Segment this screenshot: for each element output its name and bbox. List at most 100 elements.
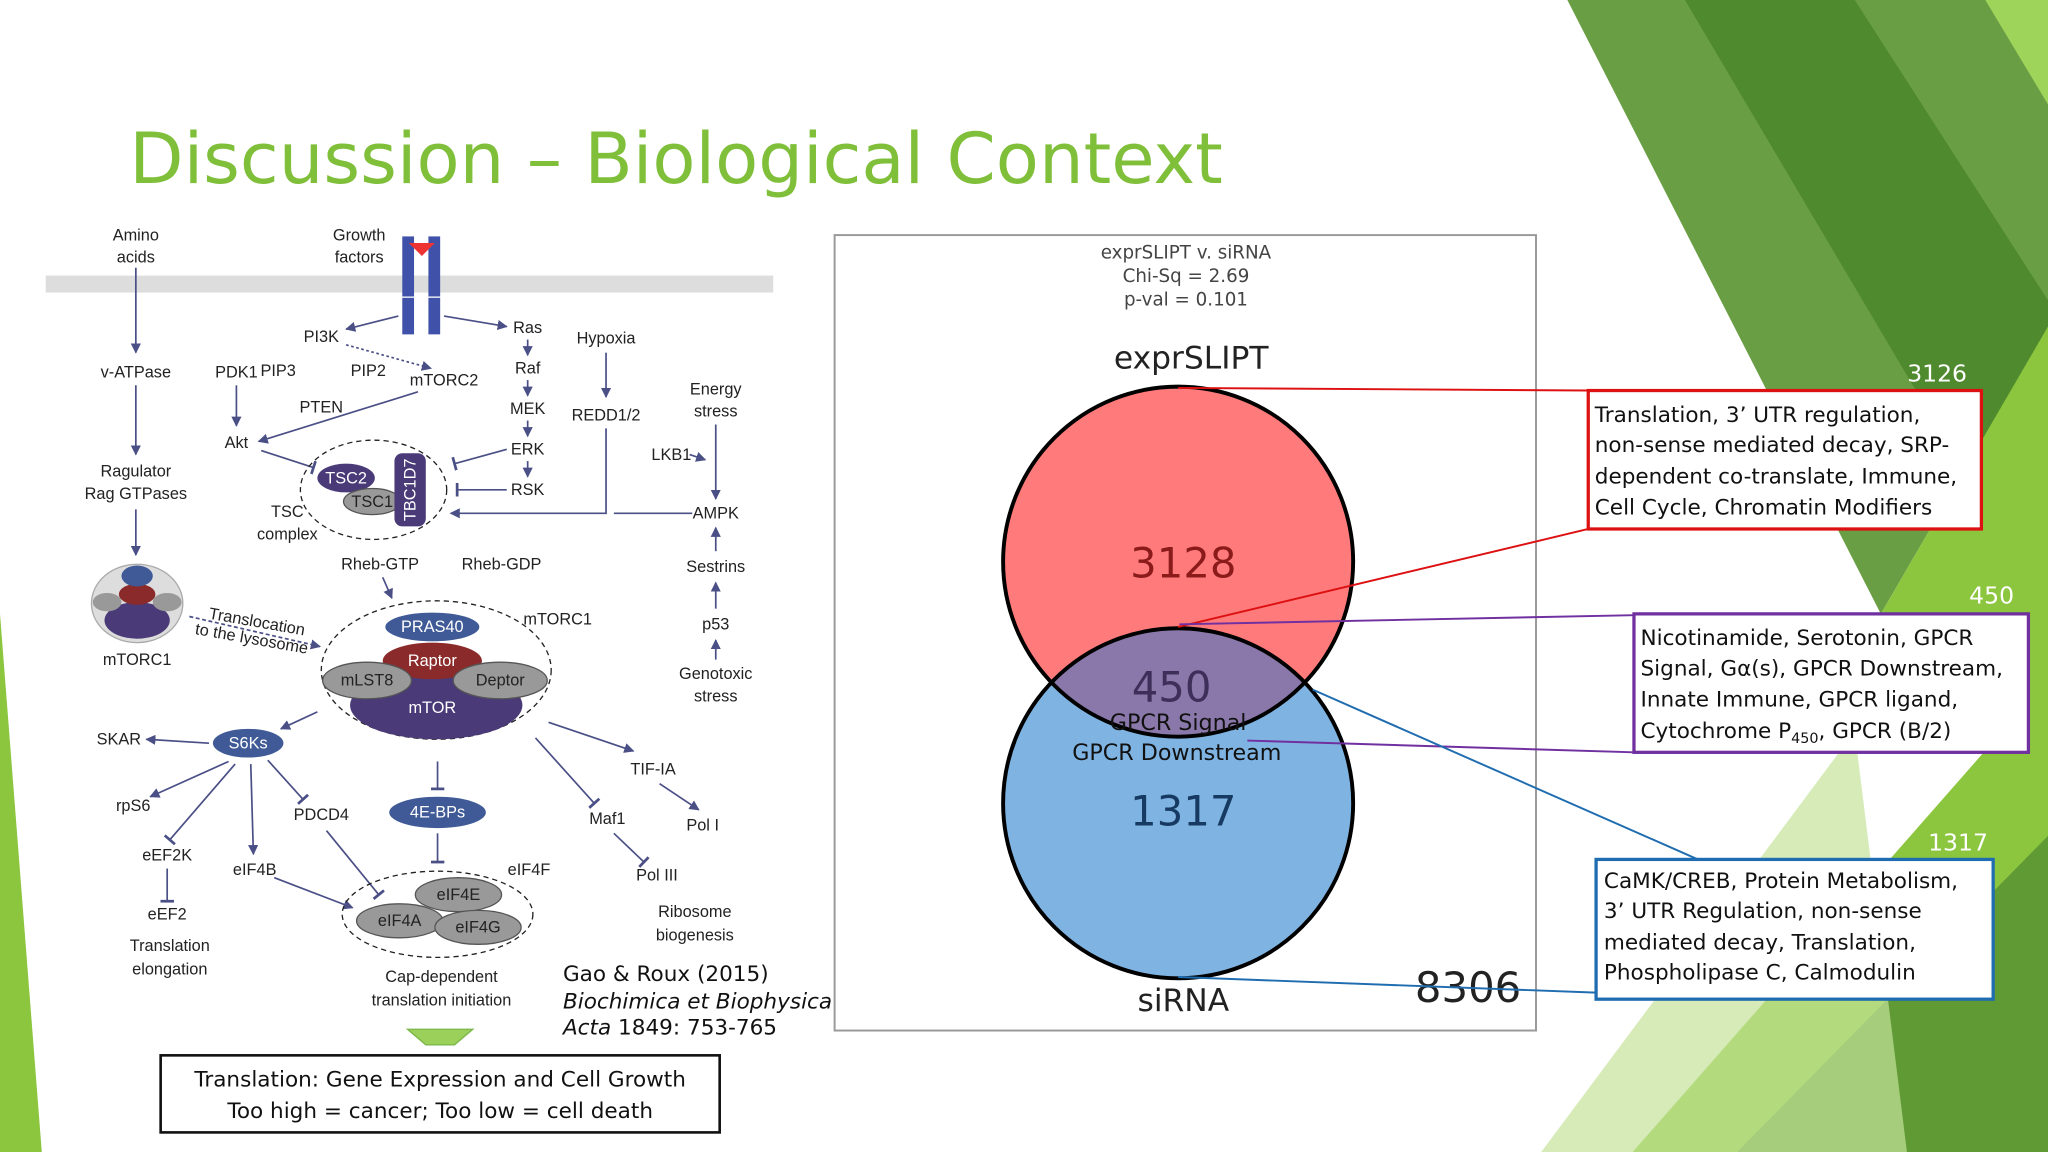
label: eIF4B bbox=[233, 861, 277, 879]
callout-line: CaMK/CREB, Protein Metabolism, bbox=[1604, 869, 1958, 894]
callout-subscript: 450 bbox=[1791, 731, 1818, 747]
connectors bbox=[1177, 386, 1699, 994]
label: PRAS40 bbox=[401, 618, 464, 636]
label: PIP3 bbox=[261, 362, 296, 380]
venn-stat: p-val = 0.101 bbox=[1124, 290, 1248, 311]
set-a-circle bbox=[1003, 386, 1354, 737]
summary-line: Too high = cancer; Too low = cell death bbox=[226, 1099, 653, 1124]
label: PIP2 bbox=[351, 362, 386, 380]
label: Ribosome bbox=[658, 903, 731, 921]
citation: Gao & Roux (2015) Biochimica et Biophysi… bbox=[561, 962, 832, 1041]
label: elongation bbox=[132, 960, 207, 978]
label: LKB1 bbox=[651, 446, 691, 464]
label: mTORC1 bbox=[523, 610, 592, 628]
label: mTORC2 bbox=[410, 371, 479, 389]
callout-number: 3126 bbox=[1907, 359, 1967, 387]
pathway-diagram: Amino acids Growth factors PI3K PIP3 PIP… bbox=[45, 226, 774, 1046]
label: 4E-BPs bbox=[410, 804, 465, 822]
count: 450 bbox=[1132, 662, 1212, 711]
label: eEF2K bbox=[142, 847, 192, 865]
label: eIF4G bbox=[455, 919, 500, 937]
label: eIF4E bbox=[437, 886, 481, 904]
count: 3128 bbox=[1130, 538, 1236, 587]
label: Rheb-GDP bbox=[462, 555, 542, 573]
label: factors bbox=[335, 249, 384, 267]
label: Maf1 bbox=[589, 810, 625, 828]
label: PTEN bbox=[300, 399, 344, 417]
label: Ras bbox=[513, 319, 542, 337]
callout-box bbox=[1586, 388, 1984, 531]
label: eIF4A bbox=[378, 912, 422, 930]
label: Pol III bbox=[636, 866, 678, 884]
label: Akt bbox=[225, 434, 249, 452]
label: SKAR bbox=[97, 730, 142, 748]
citation-journal: Acta bbox=[561, 1015, 611, 1040]
label: Raptor bbox=[408, 652, 458, 670]
label: Rheb-GTP bbox=[341, 555, 419, 573]
citation-journal: Biochimica et Biophysica bbox=[563, 989, 832, 1014]
callout-line: mediated decay, Translation, bbox=[1604, 931, 1916, 956]
callout-box bbox=[1632, 612, 2031, 754]
label: complex bbox=[257, 525, 318, 543]
label: RSK bbox=[511, 481, 545, 499]
citation-authors: Gao & Roux (2015) bbox=[563, 962, 769, 987]
label: TBC1D7 bbox=[401, 459, 419, 522]
label: REDD1/2 bbox=[572, 407, 641, 425]
label: Cap-dependent bbox=[385, 968, 498, 986]
callout-text: Cytochrome P bbox=[1640, 719, 1791, 744]
callout-line: 3’ UTR Regulation, non-sense bbox=[1604, 899, 1922, 924]
label: Genotoxic bbox=[679, 665, 752, 683]
label: Energy bbox=[690, 380, 743, 398]
callout-text: , GPCR (B/2) bbox=[1819, 719, 1952, 744]
set-label: exprSLIPT bbox=[1114, 340, 1270, 376]
label: mLST8 bbox=[341, 672, 394, 690]
callout-number: 450 bbox=[1969, 581, 2014, 609]
callouts: 3126 Translation, 3’ UTR regulation, non… bbox=[1586, 359, 2031, 1001]
label: Hypoxia bbox=[577, 330, 637, 348]
label: rpS6 bbox=[116, 797, 150, 815]
label: v-ATPase bbox=[101, 363, 171, 381]
overlap-note: GPCR Downstream bbox=[1072, 740, 1281, 766]
label: eIF4F bbox=[508, 861, 551, 879]
label: TSC2 bbox=[325, 469, 367, 487]
label: PDCD4 bbox=[294, 806, 349, 824]
venn-diagram: exprSLIPT v. siRNA Chi-Sq = 2.69 p-val =… bbox=[833, 234, 1537, 1032]
label: PI3K bbox=[304, 328, 339, 346]
label: ERK bbox=[511, 441, 545, 459]
label: mTOR bbox=[408, 699, 456, 717]
citation-volume: Acta 1849: 753-765 bbox=[561, 1015, 777, 1040]
label: Translation bbox=[130, 937, 210, 955]
label: mTORC1 bbox=[103, 651, 172, 669]
summary-line: Translation: Gene Expression and Cell Gr… bbox=[193, 1068, 686, 1093]
label: Growth bbox=[333, 226, 386, 244]
overlap-note: GPCR Signal bbox=[1110, 710, 1247, 736]
label: TSC1 bbox=[351, 493, 393, 511]
label: Amino bbox=[113, 226, 159, 244]
venn-stat: Chi-Sq = 2.69 bbox=[1123, 266, 1250, 287]
callout-line: Nicotinamide, Serotonin, GPCR bbox=[1640, 626, 1973, 651]
label: Pol I bbox=[686, 817, 719, 835]
label: PDK1 bbox=[215, 363, 258, 381]
label: Rag GTPases bbox=[85, 485, 187, 503]
callout-box bbox=[1594, 857, 1995, 1001]
label: acids bbox=[117, 249, 155, 267]
callout-line: Innate Immune, GPCR ligand, bbox=[1640, 688, 1958, 713]
label: eEF2 bbox=[148, 906, 187, 924]
label: Sestrins bbox=[686, 558, 745, 576]
label: Ragulator bbox=[100, 463, 171, 481]
label: stress bbox=[694, 403, 738, 421]
label: Raf bbox=[515, 360, 541, 378]
callout-line: Phospholipase C, Calmodulin bbox=[1604, 961, 1916, 986]
callout-line: Signal, Gα(s), GPCR Downstream, bbox=[1640, 656, 2003, 681]
callout-line: Cytochrome P450, GPCR (B/2) bbox=[1640, 719, 1951, 747]
label: TSC bbox=[271, 503, 304, 521]
callout-line: Cell Cycle, Chromatin Modifiers bbox=[1595, 496, 1932, 521]
citation-pages: 1849: 753-765 bbox=[611, 1015, 777, 1040]
set-label: siRNA bbox=[1138, 983, 1230, 1019]
callout-number: 1317 bbox=[1928, 828, 1988, 856]
summary-box bbox=[159, 1054, 721, 1134]
venn-stat: exprSLIPT v. siRNA bbox=[1101, 243, 1272, 264]
callout-line: dependent co-translate, Immune, bbox=[1595, 464, 1957, 489]
